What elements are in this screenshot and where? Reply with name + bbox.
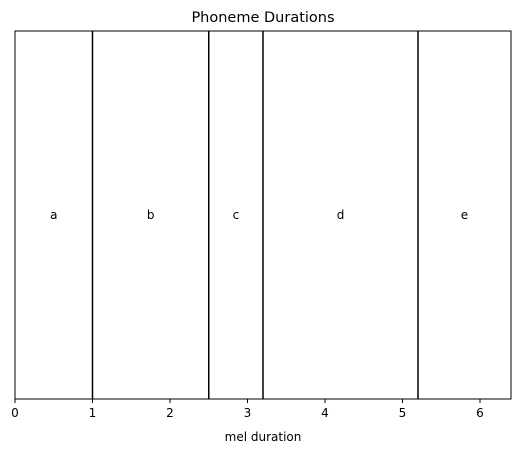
- segment-label: e: [461, 208, 468, 222]
- x-axis-ticks: 0 1 2 3 4 5 6: [11, 399, 484, 420]
- x-tick-label: 0: [11, 406, 19, 420]
- x-tick-label: 5: [399, 406, 407, 420]
- x-tick-label: 4: [321, 406, 329, 420]
- phoneme-boundaries: [91, 31, 419, 399]
- segment-label: c: [233, 208, 240, 222]
- segment-label: d: [337, 208, 345, 222]
- x-axis-label: mel duration: [225, 430, 302, 444]
- segment-label: b: [147, 208, 155, 222]
- x-tick-label: 3: [244, 406, 252, 420]
- x-tick-label: 6: [476, 406, 484, 420]
- x-tick-label: 2: [166, 406, 174, 420]
- phoneme-labels: a b c d e: [50, 208, 468, 222]
- x-tick-label: 1: [89, 406, 97, 420]
- chart-title: Phoneme Durations: [191, 10, 334, 26]
- segment-label: a: [50, 208, 57, 222]
